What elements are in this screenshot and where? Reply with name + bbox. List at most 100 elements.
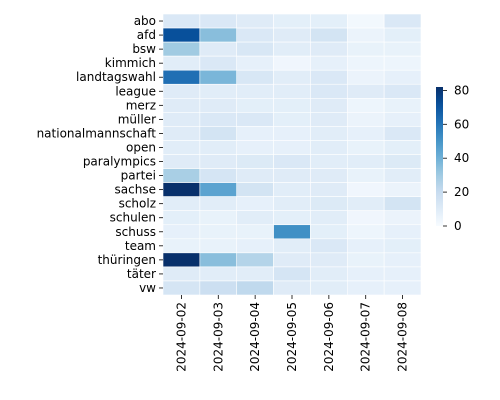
heatmap-cell-thüringen-2024-09-06 xyxy=(310,252,348,268)
y-tick-label: abo xyxy=(134,14,156,28)
heatmap-cell-thüringen-2024-09-07 xyxy=(346,252,385,268)
heatmap-cell-täter-2024-09-06 xyxy=(310,266,348,282)
heatmap-cell-vw-2024-09-02 xyxy=(162,280,201,296)
heatmap-cell-landtagswahl-2024-09-06 xyxy=(310,69,348,85)
heatmap-cell-league-2024-09-08 xyxy=(383,83,422,99)
y-tick-label: partei xyxy=(121,169,156,183)
heatmap-cell-täter-2024-09-04 xyxy=(236,266,274,282)
heatmap-cell-abo-2024-09-08 xyxy=(383,13,422,29)
heatmap-cell-paralympics-2024-09-06 xyxy=(310,154,348,169)
y-tick-label: täter xyxy=(127,267,156,281)
y-tick-label: merz xyxy=(126,98,156,112)
heatmap-cell-landtagswahl-2024-09-04 xyxy=(236,69,274,85)
heatmap-cell-merz-2024-09-05 xyxy=(273,98,311,113)
heatmap-cell-schuss-2024-09-03 xyxy=(199,224,238,240)
colorbar: 0 20 40 60 80 xyxy=(436,83,469,233)
heatmap-cell-täter-2024-09-03 xyxy=(199,266,238,282)
y-tick-label: afd xyxy=(137,28,156,42)
heatmap-cell-bsw-2024-09-04 xyxy=(236,41,274,57)
heatmap-cell-abo-2024-09-04 xyxy=(236,13,274,29)
y-tick-label: scholz xyxy=(119,197,156,211)
heatmap-cell-müller-2024-09-08 xyxy=(383,112,422,127)
heatmap-cell-kimmich-2024-09-02 xyxy=(162,55,201,71)
heatmap-cell-vw-2024-09-07 xyxy=(346,280,385,296)
heatmap-cell-abo-2024-09-05 xyxy=(273,13,311,29)
heatmap-cell-open-2024-09-05 xyxy=(273,140,311,155)
heatmap-cell-afd-2024-09-05 xyxy=(273,27,311,43)
heatmap-cell-sachse-2024-09-04 xyxy=(236,182,274,197)
heatmap-cell-schulen-2024-09-02 xyxy=(162,210,201,226)
heatmap-cell-müller-2024-09-06 xyxy=(310,112,348,127)
heatmap-cells xyxy=(162,13,422,296)
x-axis-tick-labels: 2024-09-02 2024-09-03 2024-09-04 2024-09-05… xyxy=(174,295,410,372)
x-tick-label: 2024-09-02 xyxy=(174,302,188,372)
heatmap-cell-team-2024-09-08 xyxy=(383,238,422,254)
heatmap-cell-vw-2024-09-04 xyxy=(236,280,274,296)
heatmap-cell-scholz-2024-09-07 xyxy=(346,196,385,211)
heatmap-cell-landtagswahl-2024-09-07 xyxy=(346,69,385,85)
heatmap-cell-scholz-2024-09-06 xyxy=(310,196,348,211)
heatmap-cell-nationalmannschaft-2024-09-02 xyxy=(162,126,201,141)
heatmap-cell-täter-2024-09-07 xyxy=(346,266,385,282)
heatmap-cell-schuss-2024-09-07 xyxy=(346,224,385,240)
heatmap-cell-afd-2024-09-04 xyxy=(236,27,274,43)
heatmap-cell-partei-2024-09-06 xyxy=(310,168,348,183)
heatmap-cell-team-2024-09-02 xyxy=(162,238,201,254)
heatmap-cell-vw-2024-09-08 xyxy=(383,280,422,296)
colorbar-gradient xyxy=(436,87,443,226)
heatmap-cell-schuss-2024-09-05 xyxy=(273,224,311,240)
heatmap-cell-merz-2024-09-08 xyxy=(383,98,422,113)
heatmap-cell-thüringen-2024-09-05 xyxy=(273,252,311,268)
heatmap-cell-league-2024-09-05 xyxy=(273,83,311,99)
heatmap-cell-landtagswahl-2024-09-02 xyxy=(162,69,201,85)
heatmap-cell-nationalmannschaft-2024-09-08 xyxy=(383,126,422,141)
heatmap-cell-league-2024-09-04 xyxy=(236,83,274,99)
heatmap-cell-scholz-2024-09-08 xyxy=(383,196,422,211)
heatmap-cell-nationalmannschaft-2024-09-06 xyxy=(310,126,348,141)
heatmap-cell-bsw-2024-09-08 xyxy=(383,41,422,57)
y-tick-label: league xyxy=(115,84,156,98)
heatmap-cell-open-2024-09-07 xyxy=(346,140,385,155)
heatmap-cell-thüringen-2024-09-08 xyxy=(383,252,422,268)
heatmap-cell-paralympics-2024-09-08 xyxy=(383,154,422,169)
heatmap-cell-paralympics-2024-09-05 xyxy=(273,154,311,169)
heatmap-cell-league-2024-09-06 xyxy=(310,83,348,99)
heatmap-cell-league-2024-09-02 xyxy=(162,83,201,99)
y-tick-label: bsw xyxy=(132,42,156,56)
colorbar-tick-label: 80 xyxy=(454,83,469,97)
heatmap-cell-bsw-2024-09-02 xyxy=(162,41,201,57)
heatmap-cell-vw-2024-09-05 xyxy=(273,280,311,296)
heatmap-cell-afd-2024-09-02 xyxy=(162,27,201,43)
heatmap-cell-afd-2024-09-07 xyxy=(346,27,385,43)
heatmap-cell-open-2024-09-08 xyxy=(383,140,422,155)
heatmap-cell-schuss-2024-09-08 xyxy=(383,224,422,240)
heatmap-cell-schulen-2024-09-03 xyxy=(199,210,238,226)
heatmap-cell-open-2024-09-02 xyxy=(162,140,201,155)
heatmap-cell-landtagswahl-2024-09-03 xyxy=(199,69,238,85)
heatmap-cell-thüringen-2024-09-04 xyxy=(236,252,274,268)
heatmap-cell-bsw-2024-09-05 xyxy=(273,41,311,57)
heatmap-cell-schuss-2024-09-04 xyxy=(236,224,274,240)
heatmap-cell-league-2024-09-03 xyxy=(199,83,238,99)
heatmap-cell-paralympics-2024-09-02 xyxy=(162,154,201,169)
x-tick-label: 2024-09-03 xyxy=(211,302,225,372)
heatmap-cell-merz-2024-09-07 xyxy=(346,98,385,113)
heatmap-cell-sachse-2024-09-03 xyxy=(199,182,238,197)
heatmap-cell-schulen-2024-09-06 xyxy=(310,210,348,226)
y-tick-label: kimmich xyxy=(105,56,156,70)
heatmap-cell-müller-2024-09-03 xyxy=(199,112,238,127)
heatmap-cell-merz-2024-09-04 xyxy=(236,98,274,113)
heatmap-cell-kimmich-2024-09-05 xyxy=(273,55,311,71)
heatmap-cell-scholz-2024-09-05 xyxy=(273,196,311,211)
heatmap-cell-täter-2024-09-02 xyxy=(162,266,201,282)
heatmap-cell-nationalmannschaft-2024-09-05 xyxy=(273,126,311,141)
y-tick-label: sachse xyxy=(115,183,156,197)
heatmap-cell-müller-2024-09-02 xyxy=(162,112,201,127)
y-axis-tick-labels: aboafdbswkimmichlandtagswahlleaguemerzmü… xyxy=(37,14,163,295)
heatmap-cell-kimmich-2024-09-04 xyxy=(236,55,274,71)
y-tick-label: nationalmannschaft xyxy=(37,126,157,140)
heatmap-cell-vw-2024-09-06 xyxy=(310,280,348,296)
heatmap-cell-abo-2024-09-06 xyxy=(310,13,348,29)
heatmap-cell-partei-2024-09-08 xyxy=(383,168,422,183)
